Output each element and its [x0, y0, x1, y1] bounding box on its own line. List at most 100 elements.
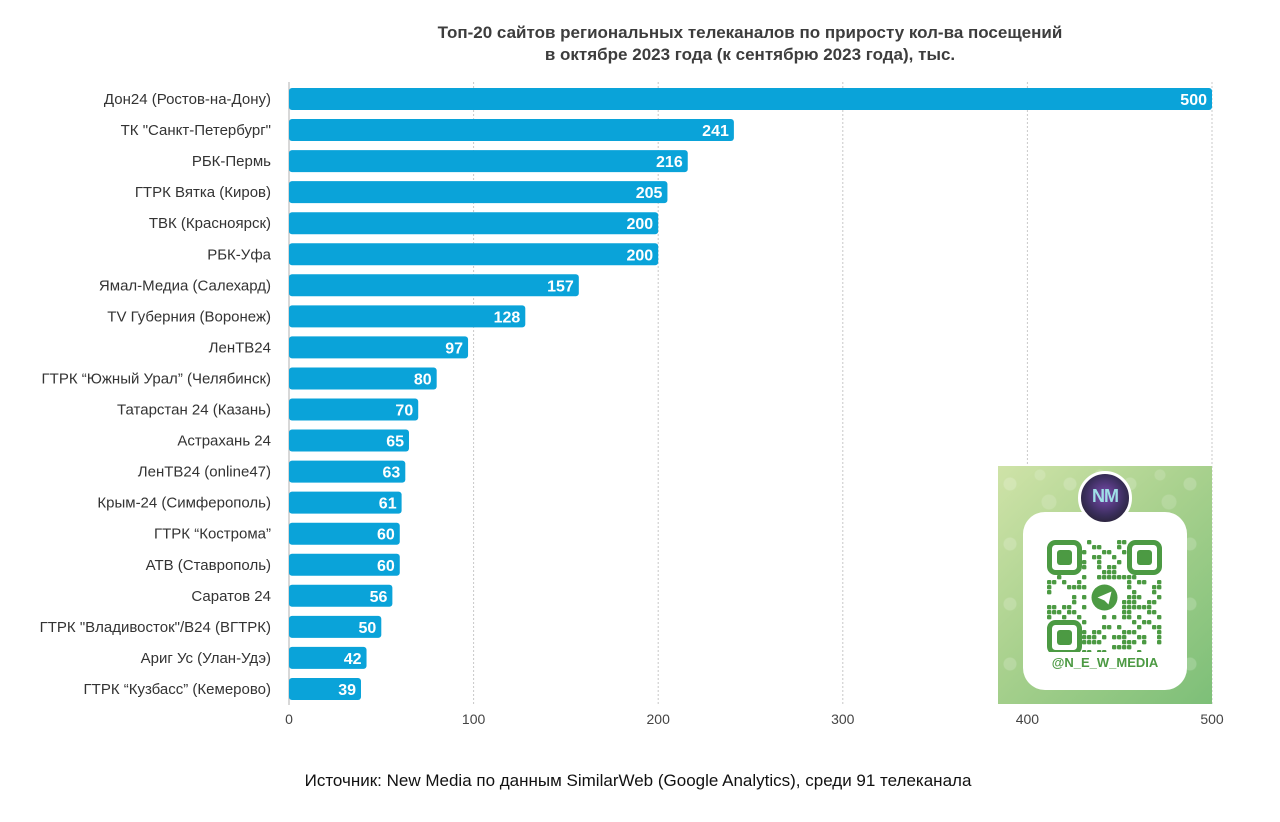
value-label: 205	[636, 185, 663, 202]
qr-module	[1132, 605, 1137, 610]
qr-module	[1102, 635, 1107, 640]
qr-finder	[1047, 540, 1082, 575]
value-label: 157	[547, 278, 574, 295]
qr-module	[1127, 615, 1132, 620]
qr-module	[1152, 600, 1157, 605]
avatar-logo-text: NM	[1092, 486, 1119, 506]
qr-module	[1067, 610, 1072, 615]
qr-module	[1047, 605, 1052, 610]
category-label: ГТРК “Кострома”	[154, 526, 271, 543]
qr-module	[1137, 580, 1142, 585]
qr-module	[1137, 635, 1142, 640]
category-label: Астрахань 24	[177, 433, 271, 450]
qr-module	[1107, 570, 1112, 575]
value-label: 500	[1180, 92, 1207, 109]
qr-module	[1112, 570, 1117, 575]
qr-module	[1157, 640, 1162, 645]
x-tick-label: 300	[831, 711, 855, 727]
qr-code-card[interactable]: @N_E_W_MEDIA NM	[998, 466, 1212, 704]
qr-module	[1127, 575, 1132, 580]
category-label: ЛенТВ24	[209, 339, 271, 356]
qr-module	[1137, 595, 1142, 600]
qr-module	[1072, 610, 1077, 615]
qr-module	[1112, 575, 1117, 580]
qr-module	[1097, 575, 1102, 580]
qr-module	[1112, 615, 1117, 620]
bar	[289, 398, 419, 421]
bar	[289, 181, 668, 204]
qr-module	[1122, 550, 1127, 555]
qr-module	[1147, 610, 1152, 615]
qr-module	[1132, 595, 1137, 600]
value-label: 42	[344, 651, 362, 668]
qr-module	[1137, 615, 1142, 620]
qr-module	[1112, 635, 1117, 640]
telegram-qr-code-icon	[1047, 540, 1162, 655]
bar	[289, 367, 437, 390]
qr-module	[1127, 640, 1132, 645]
qr-module	[1157, 615, 1162, 620]
qr-module	[1097, 640, 1102, 645]
category-label: TV Губерния (Воронеж)	[107, 308, 271, 325]
qr-module	[1077, 580, 1082, 585]
qr-module	[1127, 645, 1132, 650]
bar	[289, 429, 409, 452]
chart-title-line-2: в октябре 2023 года (к сентябрю 2023 год…	[544, 45, 956, 64]
qr-module	[1127, 585, 1132, 590]
bar	[289, 677, 361, 700]
qr-module	[1082, 595, 1087, 600]
qr-module	[1157, 630, 1162, 635]
value-label: 65	[386, 434, 404, 451]
qr-module	[1102, 570, 1107, 575]
qr-module	[1057, 575, 1062, 580]
qr-module	[1132, 630, 1137, 635]
qr-module	[1082, 560, 1087, 565]
qr-module	[1122, 640, 1127, 645]
qr-module	[1127, 605, 1132, 610]
qr-module	[1152, 585, 1157, 590]
qr-module	[1112, 555, 1117, 560]
qr-module	[1102, 650, 1107, 655]
category-labels: Дон24 (Ростов-на-Дону) ТК "Санкт-Петербур…	[40, 91, 272, 698]
qr-module	[1117, 575, 1122, 580]
category-label: ГТРК “Южный Урал” (Челябинск)	[42, 370, 271, 387]
bar	[289, 522, 400, 545]
qr-module	[1047, 585, 1052, 590]
qr-module	[1132, 590, 1137, 595]
category-label: Ариг Ус (Улан-Удэ)	[141, 650, 271, 667]
qr-module	[1087, 640, 1092, 645]
qr-module	[1122, 610, 1127, 615]
qr-module	[1082, 630, 1087, 635]
category-label: ГТРК "Владивосток"/В24 (ВГТРК)	[40, 619, 271, 636]
qr-module	[1132, 575, 1137, 580]
qr-module	[1122, 540, 1127, 545]
category-label: Дон24 (Ростов-на-Дону)	[104, 91, 271, 108]
channel-handle: @N_E_W_MEDIA	[1051, 655, 1159, 670]
qr-module	[1142, 580, 1147, 585]
qr-module	[1072, 600, 1077, 605]
value-label: 70	[395, 403, 413, 420]
qr-module	[1082, 575, 1087, 580]
qr-module	[1062, 605, 1067, 610]
bar	[289, 212, 659, 235]
qr-module	[1157, 585, 1162, 590]
qr-module	[1072, 585, 1077, 590]
qr-module	[1102, 550, 1107, 555]
qr-module	[1077, 615, 1082, 620]
qr-module	[1127, 580, 1132, 585]
category-label: РБК-Пермь	[192, 153, 271, 170]
qr-module	[1082, 565, 1087, 570]
qr-module	[1127, 595, 1132, 600]
category-label: ЛенТВ24 (online47)	[138, 464, 271, 481]
qr-module	[1157, 580, 1162, 585]
qr-module	[1147, 605, 1152, 610]
qr-module	[1047, 590, 1052, 595]
category-label: ГТРК “Кузбасс” (Кемерово)	[84, 681, 271, 698]
qr-module	[1137, 605, 1142, 610]
qr-module	[1107, 550, 1112, 555]
qr-module	[1147, 600, 1152, 605]
qr-module	[1117, 645, 1122, 650]
qr-code-panel: @N_E_W_MEDIA	[1023, 512, 1187, 690]
qr-module	[1122, 605, 1127, 610]
